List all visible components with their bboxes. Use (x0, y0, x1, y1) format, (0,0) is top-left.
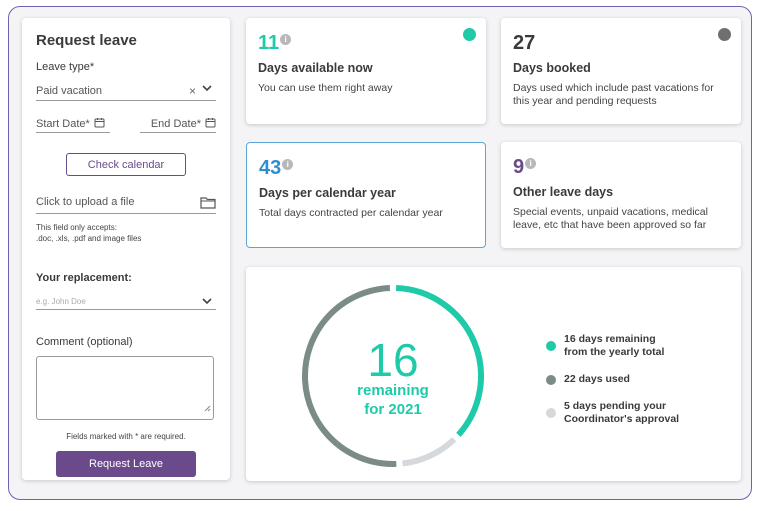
remaining-number: 16 (367, 334, 418, 386)
info-icon[interactable]: i (525, 158, 537, 169)
other-leave-number: 9 (513, 156, 525, 178)
legend-remaining-line2: from the yearly total (564, 346, 665, 358)
days-booked-desc: Days used which include past vacations f… (513, 82, 714, 107)
days-per-year-card: 43 i Days per calendar year Total days co… (246, 142, 486, 248)
chevron-down-icon[interactable] (200, 81, 214, 98)
end-date-field[interactable]: End Date* (140, 115, 216, 133)
legend-item-remaining: 16 days remaining from the yearly total (546, 333, 679, 359)
end-date-label: End Date* (150, 117, 201, 130)
form-title: Request leave (36, 32, 137, 49)
days-booked-card: 27 Days booked Days used which include p… (501, 18, 741, 124)
legend-used-line1: 22 days used (564, 373, 630, 385)
status-dot (718, 28, 731, 41)
start-date-field[interactable]: Start Date* (36, 115, 110, 133)
calendar-icon[interactable] (94, 117, 105, 131)
resize-grip-icon[interactable] (204, 399, 211, 417)
summary-legend: 16 days remaining from the yearly total … (546, 333, 679, 426)
status-dot (463, 28, 476, 41)
remaining-arc (395, 285, 484, 437)
clear-icon[interactable]: × (188, 84, 196, 98)
days-booked-number: 27 (513, 32, 536, 54)
leave-type-label: Leave type* (36, 61, 95, 73)
file-upload-field[interactable]: Click to upload a file (36, 196, 216, 214)
replacement-select[interactable]: e.g. John Doe (36, 292, 216, 310)
info-icon[interactable]: i (280, 34, 292, 45)
replacement-placeholder: e.g. John Doe (36, 297, 86, 306)
legend-pending-line1: 5 days pending your (564, 400, 667, 412)
start-date-label: Start Date* (36, 117, 90, 130)
days-per-year-number: 43 (259, 157, 282, 179)
other-leave-desc: Special events, unpaid vacations, medica… (513, 206, 708, 231)
comment-textarea[interactable] (36, 356, 214, 420)
legend-remaining-line1: 16 days remaining (564, 333, 656, 345)
legend-dot (546, 408, 556, 418)
legend-dot (546, 341, 556, 351)
legend-item-pending: 5 days pending your Coordinator's approv… (546, 400, 679, 426)
calendar-icon[interactable] (205, 117, 216, 131)
comment-label: Comment (optional) (36, 336, 133, 348)
required-note: Fields marked with * are required. (66, 432, 186, 441)
folder-icon[interactable] (200, 196, 216, 212)
days-available-title: Days available now (258, 61, 373, 75)
upload-note-line1: This field only accepts: (36, 223, 117, 232)
pending-arc (402, 437, 457, 467)
leave-type-select[interactable]: Paid vacation × (36, 81, 216, 101)
replacement-label: Your replacement: (36, 272, 132, 284)
used-arc (302, 285, 397, 467)
upload-label: Click to upload a file (36, 196, 135, 208)
check-calendar-button[interactable]: Check calendar (66, 153, 186, 176)
days-per-year-title: Days per calendar year (259, 186, 396, 200)
remaining-caption-line1: remaining (357, 382, 429, 399)
days-per-year-desc: Total days contracted per calendar year (259, 207, 443, 219)
other-leave-title: Other leave days (513, 185, 614, 199)
leave-type-value: Paid vacation (36, 85, 103, 97)
chevron-down-icon[interactable] (200, 294, 214, 310)
request-leave-form: Request leave Leave type* Paid vacation … (22, 18, 230, 480)
legend-item-used: 22 days used (546, 373, 679, 386)
remaining-donut-chart: 16 remaining for 2021 (302, 285, 484, 467)
remaining-summary-card: 16 remaining for 2021 16 days remaining … (246, 267, 741, 481)
legend-dot (546, 374, 556, 385)
legend-pending-line2: Coordinator's approval (564, 413, 680, 425)
days-available-card: 11 i Days available now You can use them … (246, 18, 486, 124)
request-leave-button[interactable]: Request Leave (56, 451, 196, 477)
info-icon[interactable]: i (282, 159, 294, 170)
upload-note-line2: .doc, .xls, .pdf and image files (36, 234, 142, 243)
days-available-number: 11 (258, 32, 280, 54)
upload-note: This field only accepts: .doc, .xls, .pd… (36, 222, 216, 244)
days-available-desc: You can use them right away (258, 82, 393, 94)
days-booked-title: Days booked (513, 61, 591, 75)
remaining-caption-line2: for 2021 (364, 401, 422, 418)
